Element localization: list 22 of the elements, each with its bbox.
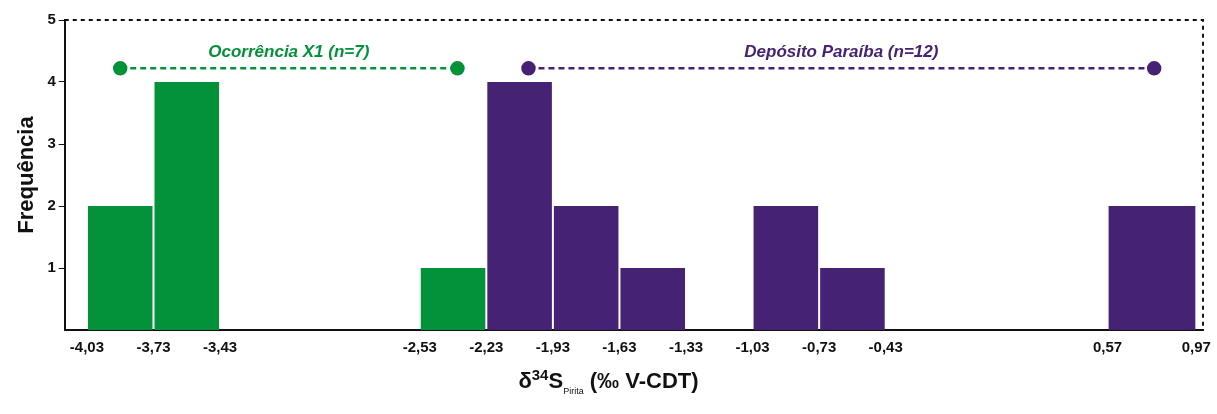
x-tick-label: -0,43 <box>868 338 903 356</box>
y-tick-label: 1 <box>47 258 56 276</box>
x-tick-label: -4,03 <box>69 338 105 356</box>
x-tick-label: -1,33 <box>668 338 704 356</box>
x-tick-label: -3,73 <box>136 338 171 356</box>
x-tick-label: -3,43 <box>202 338 238 356</box>
x-tick-label: 0,57 <box>1092 338 1123 356</box>
series-label: Depósito Paraíba (n=12) <box>744 41 939 61</box>
y-axis-title: Frequência <box>13 115 39 234</box>
x-tick-label: 0,97 <box>1181 338 1211 356</box>
x-axis-title: δ$^{34}$S$_{Pirita}$ (‰ V-CDT) <box>517 366 700 396</box>
series-label: Ocorrência X1 (n=7) <box>208 41 370 61</box>
x-tick-label: -1,93 <box>535 338 570 356</box>
x-tick-label: -1,03 <box>735 338 770 356</box>
y-tick-label: 2 <box>47 196 56 214</box>
x-tick-label: -1,63 <box>602 338 637 356</box>
y-tick-label: 4 <box>47 72 57 90</box>
x-tick-label: -2,23 <box>469 338 504 356</box>
x-tick-label: -0,73 <box>802 338 837 356</box>
y-tick-label: 3 <box>47 134 56 152</box>
y-tick-label: 5 <box>47 10 56 28</box>
x-tick-label: -2,53 <box>402 338 437 356</box>
